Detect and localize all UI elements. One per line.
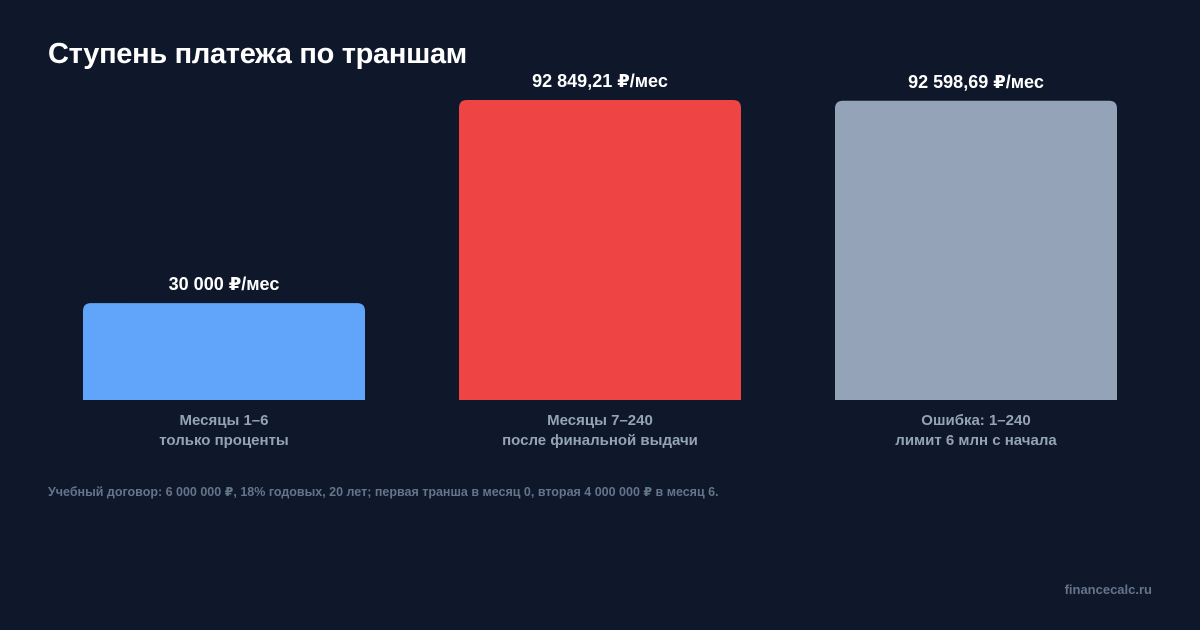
- category-label-3-line-2: лимит 6 млн с начала: [895, 432, 1057, 449]
- footnote: Учебный договор: 6 000 000 ₽, 18% годовы…: [48, 485, 719, 499]
- data-label-2: 92 849,21 ₽/мес: [532, 71, 668, 91]
- category-label-3-line-1: Ошибка: 1–240: [921, 412, 1030, 429]
- bar-1: [83, 303, 365, 400]
- bar-2: [459, 100, 741, 400]
- bar-chart: 30 000 ₽/мес Месяцы 1–6 только проценты 92 …: [83, 71, 1117, 449]
- data-label-1: 30 000 ₽/мес: [169, 274, 280, 294]
- category-label-1-line-2: только проценты: [159, 432, 289, 449]
- data-label-3: 92 598,69 ₽/мес: [908, 72, 1044, 92]
- category-label-2-line-2: после финальной выдачи: [502, 432, 698, 449]
- category-label-1-line-1: Месяцы 1–6: [180, 412, 269, 429]
- brand-watermark: financecalc.ru: [1064, 582, 1152, 597]
- bar-3: [835, 100, 1117, 400]
- chart-title: Ступень платежа по траншам: [48, 38, 467, 70]
- category-label-2-line-1: Месяцы 7–240: [547, 412, 653, 429]
